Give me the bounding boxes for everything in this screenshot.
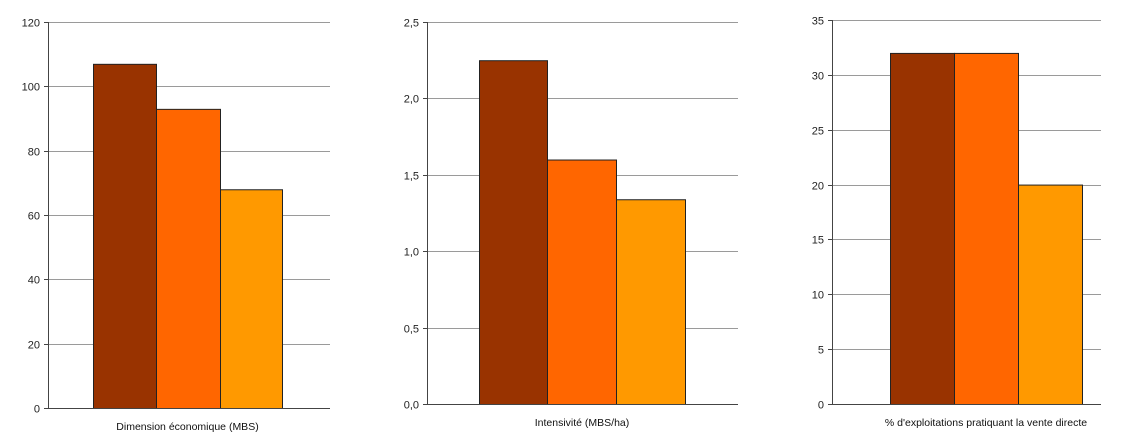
x-axis-label: Intensivité (MBS/ha) <box>535 417 630 429</box>
x-axis-label: % d'exploitations pratiquant la vente di… <box>885 417 1087 429</box>
y-tick-label: 5 <box>818 345 824 357</box>
y-tick-label: 0 <box>818 400 824 412</box>
y-tick-label: 20 <box>812 181 824 193</box>
bar-1 <box>93 63 157 409</box>
bar-2 <box>954 52 1019 406</box>
y-tick-label: 35 <box>812 16 824 28</box>
y-tick-label: 10 <box>812 290 824 302</box>
bar-2 <box>547 159 617 405</box>
y-tick-label: 2,0 <box>404 94 419 106</box>
chart-1: 0 20 40 60 80 100 120 Dimension économique (MBS… <box>22 18 330 433</box>
bar-2 <box>156 108 221 409</box>
y-tick-label: 0,5 <box>404 324 419 336</box>
bar-1 <box>890 52 955 406</box>
y-tick-label: 20 <box>28 340 40 352</box>
y-tick-label: 2,5 <box>404 18 419 30</box>
y-tick-label: 0,0 <box>404 400 419 412</box>
bar-1 <box>479 60 548 405</box>
chart-2: 0,0 0,5 1,0 1,5 2,0 2,5 Intensivité (MBS/ha) <box>404 18 738 429</box>
y-tick-label: 40 <box>28 275 40 287</box>
x-axis-label: Dimension économique (MBS) <box>116 421 258 433</box>
y-tick-label: 15 <box>812 235 824 247</box>
y-tick-label: 80 <box>28 147 40 159</box>
y-tick-label: 25 <box>812 126 824 138</box>
bar-3 <box>220 189 283 409</box>
y-tick-label: 100 <box>22 82 40 94</box>
bar-3 <box>1018 184 1083 405</box>
y-tick-label: 1,0 <box>404 247 419 259</box>
bar-3 <box>616 199 686 405</box>
y-tick-label: 0 <box>34 404 40 416</box>
y-tick-label: 30 <box>812 71 824 83</box>
chart-3: 0 5 10 15 20 25 30 35 % d'exploitations pratiqua… <box>812 16 1101 429</box>
y-tick-label: 60 <box>28 211 40 223</box>
y-tick-label: 1,5 <box>404 171 419 183</box>
y-tick-label: 120 <box>22 18 40 30</box>
